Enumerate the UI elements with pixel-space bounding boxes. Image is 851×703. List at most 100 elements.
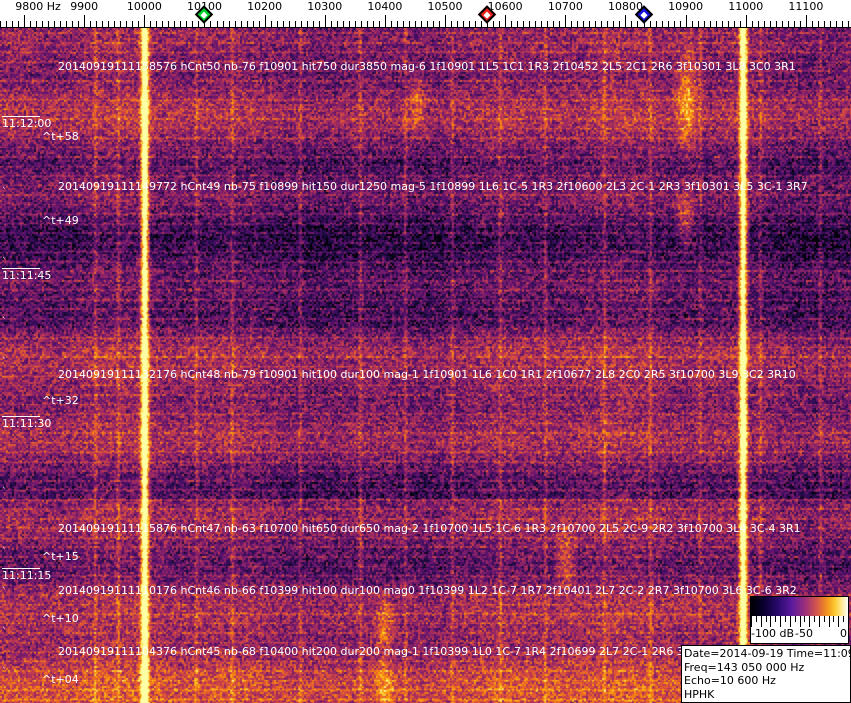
ruler-label: 10500 — [427, 0, 463, 13]
ruler-minor-tick — [108, 21, 109, 28]
ruler-minor-tick — [186, 21, 187, 28]
color-scale-tick — [824, 616, 825, 622]
time-offset-marker: ^t+32 — [42, 394, 79, 407]
time-offset-marker: ^t+15 — [42, 550, 79, 563]
ruler-minor-tick — [120, 21, 121, 28]
time-axis-label: 11:11:15 — [2, 569, 52, 582]
ruler-minor-tick — [355, 21, 356, 28]
ruler-minor-tick — [18, 21, 19, 28]
time-offset-marker: ^t+10 — [42, 612, 79, 625]
ruler-minor-tick — [361, 21, 362, 28]
color-scale-tick — [833, 616, 834, 622]
ruler-minor-tick — [475, 21, 476, 28]
ruler-label: 10300 — [307, 0, 343, 13]
color-scale-label: -100 dB — [751, 627, 794, 640]
color-scale-tick — [756, 616, 757, 622]
ruler-minor-tick — [547, 21, 548, 28]
ruler-minor-tick — [439, 21, 440, 28]
info-echo: Echo=10 600 Hz — [684, 674, 776, 687]
ruler-minor-tick — [433, 21, 434, 28]
ruler-minor-tick — [319, 21, 320, 28]
ruler-minor-tick — [788, 21, 789, 28]
ruler-minor-tick — [535, 21, 536, 28]
ruler-minor-tick — [752, 21, 753, 28]
ruler-major-tick — [505, 15, 506, 28]
color-scale-tick — [838, 616, 839, 627]
ruler-minor-tick — [289, 21, 290, 28]
time-label-rule — [2, 568, 40, 569]
ruler-label: 11100 — [788, 0, 824, 13]
ruler-minor-tick — [481, 21, 482, 28]
color-scale-tick — [795, 616, 796, 622]
info-station: HPHK — [684, 687, 715, 701]
ruler-minor-tick — [138, 21, 139, 28]
ruler-minor-tick — [770, 21, 771, 28]
ruler-minor-tick — [451, 21, 452, 28]
ruler-minor-tick — [710, 21, 711, 28]
ruler-minor-tick — [830, 21, 831, 28]
event-line: 20140919111132176 hCnt48 nb-79 f10901 hi… — [58, 368, 796, 381]
ruler-minor-tick — [12, 21, 13, 28]
ruler-minor-tick — [210, 21, 211, 28]
ruler-minor-tick — [457, 21, 458, 28]
ruler-minor-tick — [162, 21, 163, 28]
color-scale-tick — [761, 616, 762, 627]
ruler-minor-tick — [60, 21, 61, 28]
ruler-minor-tick — [836, 21, 837, 28]
time-axis-label: 11:11:30 — [2, 417, 52, 430]
ruler-minor-tick — [30, 21, 31, 28]
ruler-minor-tick — [90, 21, 91, 28]
ruler-major-tick — [265, 15, 266, 28]
ruler-minor-tick — [758, 21, 759, 28]
color-scale-labels: -100 dB -50 0 — [751, 627, 848, 642]
ruler-major-tick — [84, 15, 85, 28]
left-edge-tick: ` — [2, 487, 7, 497]
ruler-minor-tick — [469, 21, 470, 28]
ruler-minor-tick — [379, 21, 380, 28]
ruler-minor-tick — [391, 21, 392, 28]
color-scale-tick — [829, 616, 830, 627]
color-scale-tick — [775, 616, 776, 622]
ruler-major-tick — [24, 15, 25, 28]
ruler-minor-tick — [331, 21, 332, 28]
ruler-minor-tick — [72, 21, 73, 28]
ruler-label: 10900 — [668, 0, 704, 13]
ruler-label: 10400 — [367, 0, 403, 13]
color-scale-bar: -100 dB -50 0 — [750, 596, 849, 644]
left-edge-tick: ` — [2, 627, 7, 637]
color-scale-tick — [848, 616, 849, 627]
ruler-minor-tick — [421, 21, 422, 28]
info-date-time: Date=2014-09-19 Time=11:09 UTC — [684, 647, 851, 660]
ruler-baseline — [0, 27, 851, 28]
ruler-minor-tick — [740, 21, 741, 28]
ruler-minor-tick — [132, 21, 133, 28]
ruler-minor-tick — [493, 21, 494, 28]
time-offset-marker: ^t+58 — [42, 130, 79, 143]
ruler-minor-tick — [848, 21, 849, 28]
ruler-minor-tick — [307, 21, 308, 28]
ruler-minor-tick — [241, 21, 242, 28]
ruler-major-tick — [325, 15, 326, 28]
ruler-minor-tick — [54, 21, 55, 28]
ruler-minor-tick — [818, 21, 819, 28]
ruler-minor-tick — [662, 21, 663, 28]
spectrogram-canvas[interactable]: 20140919111158576 hCnt50 nb-76 f10901 hi… — [0, 28, 851, 703]
ruler-major-tick — [746, 15, 747, 28]
color-scale-tick — [785, 616, 786, 622]
color-scale-label: 0 — [840, 627, 847, 640]
ruler-minor-tick — [541, 21, 542, 28]
left-edge-tick: ` — [2, 122, 7, 132]
ruler-major-tick — [445, 15, 446, 28]
color-scale-gradient — [751, 597, 848, 616]
ruler-minor-tick — [343, 21, 344, 28]
ruler-minor-tick — [126, 21, 127, 28]
event-line: 20140919111149772 hCnt49 nb-75 f10899 hi… — [58, 180, 808, 193]
ruler-minor-tick — [271, 21, 272, 28]
ruler-minor-tick — [842, 21, 843, 28]
ruler-label: 10800 — [607, 0, 643, 13]
color-scale-tick — [770, 616, 771, 627]
ruler-minor-tick — [174, 21, 175, 28]
ruler-minor-tick — [373, 21, 374, 28]
ruler-minor-tick — [812, 21, 813, 28]
ruler-minor-tick — [295, 21, 296, 28]
